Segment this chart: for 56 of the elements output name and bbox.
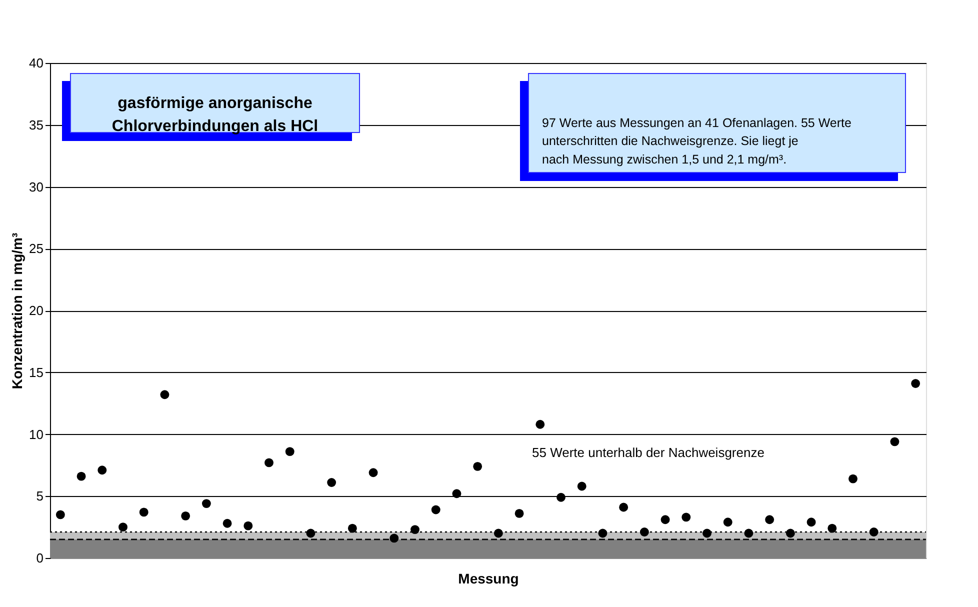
y-tick-label: 5 — [36, 488, 44, 504]
point — [702, 528, 712, 538]
point — [640, 528, 649, 536]
y-tick-label: 10 — [29, 426, 44, 442]
point — [682, 512, 691, 522]
point — [264, 458, 274, 468]
point — [452, 489, 462, 498]
text: gasförmige anorganische Chlorverbindungen als HCl — [112, 95, 318, 136]
point — [244, 521, 253, 530]
point — [410, 525, 420, 534]
point — [118, 522, 128, 532]
point — [536, 420, 545, 429]
point — [368, 468, 378, 478]
y-tick-label: 30 — [29, 179, 44, 194]
y-tick-label: 35 — [29, 117, 44, 132]
point — [160, 390, 170, 400]
point — [660, 515, 670, 524]
point — [598, 528, 608, 538]
point — [348, 524, 357, 533]
point — [98, 466, 107, 475]
point — [869, 528, 878, 536]
y-tick-label: 25 — [29, 241, 44, 256]
point — [556, 492, 566, 502]
point — [494, 528, 503, 538]
point — [139, 508, 148, 517]
y-tick-label: 20 — [29, 303, 44, 318]
point — [285, 447, 294, 456]
point — [911, 379, 920, 388]
point — [56, 510, 65, 520]
point — [327, 478, 336, 487]
point — [744, 528, 754, 538]
y-tick-label: 15 — [29, 364, 44, 380]
point — [222, 518, 232, 528]
point — [786, 528, 795, 538]
y-axis-title: Konzentration in mg/m³ — [9, 232, 26, 390]
point — [723, 518, 732, 527]
y-tick-label: 0 — [36, 550, 44, 566]
annotation: 55 Werte unterhalb der Nachweisgrenze — [532, 445, 764, 460]
point — [306, 528, 316, 538]
point — [76, 472, 86, 481]
point — [619, 502, 628, 512]
point — [806, 518, 816, 527]
x-axis-title: Messung — [458, 570, 519, 586]
point — [577, 482, 586, 491]
point — [514, 508, 524, 518]
y-tick-label: 40 — [29, 56, 44, 70]
annotation: 97 Werte aus Messungen an 41 Ofenanlagen. 55 Werte unterschritten die Nachweisgrenze. Sie liegt je nach Messung zwischen 1,5 und 2,1 mg/m³. — [542, 116, 852, 166]
point — [473, 462, 482, 471]
point — [181, 511, 190, 520]
point — [390, 534, 399, 543]
point — [765, 515, 774, 524]
point — [890, 437, 900, 446]
point — [431, 505, 440, 514]
point — [848, 474, 858, 484]
point — [828, 524, 837, 533]
point — [202, 499, 211, 508]
